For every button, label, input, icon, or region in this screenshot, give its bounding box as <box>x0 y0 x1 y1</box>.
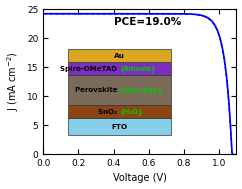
X-axis label: Voltage (V): Voltage (V) <box>113 174 167 184</box>
Text: PCE=19.0%: PCE=19.0% <box>113 17 181 27</box>
Y-axis label: J (mA cm$^{-2}$): J (mA cm$^{-2}$) <box>6 52 21 112</box>
